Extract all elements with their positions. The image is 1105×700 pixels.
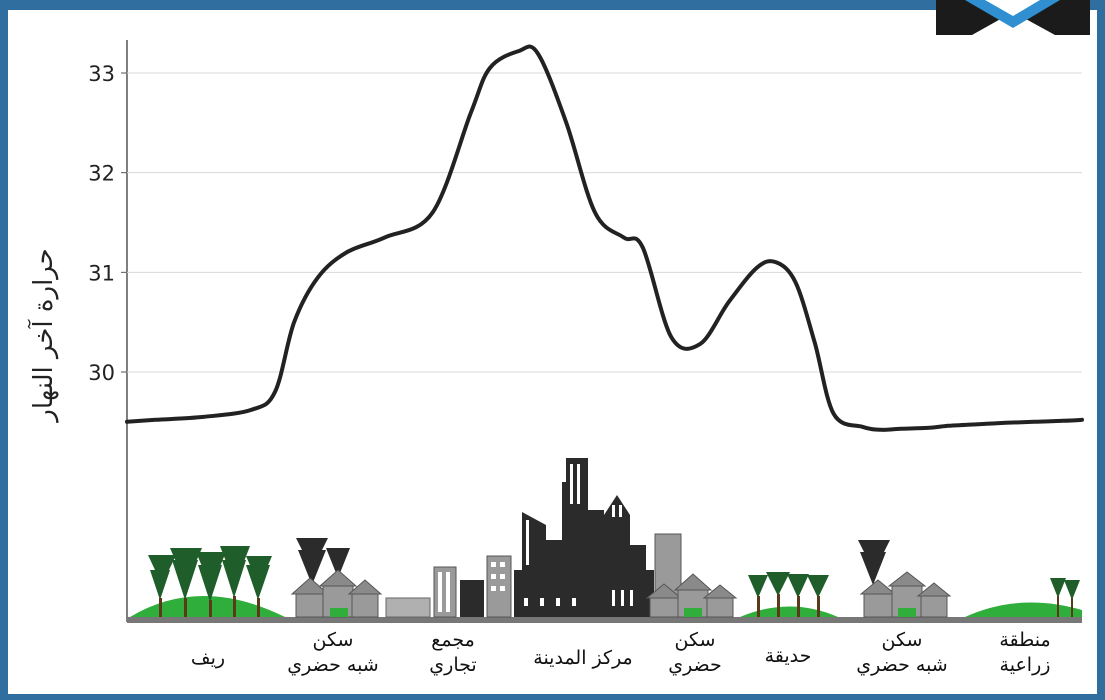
- zone-label-urban-line2: حضري: [668, 654, 722, 676]
- corner-logo: [936, 0, 1090, 35]
- y-tick-label-30: 30: [88, 361, 115, 385]
- landscape-illustration: [127, 458, 1082, 623]
- frame-right: [1097, 0, 1105, 700]
- y-axis-label: حرارة آخر النهار: [27, 248, 59, 423]
- ground-line: [127, 617, 1082, 623]
- zone-label-suburban-right-line2: شبه حضري: [856, 654, 947, 676]
- mall-buildings: [385, 555, 512, 618]
- suburban-houses-right: [858, 540, 952, 618]
- zone-label-downtown: مركز المدينة: [533, 647, 632, 669]
- frame-bottom: [0, 694, 1105, 700]
- park-trees: [740, 572, 838, 617]
- frame-left: [0, 0, 8, 700]
- temperature-curve: [125, 44, 1084, 432]
- zone-labels: ريف سكن شبه حضري مجمع تجاري مركز المدينة…: [191, 629, 1051, 676]
- y-ticks: 30 31 32 33: [88, 62, 127, 385]
- zone-label-suburban-left-line1: سكن: [313, 629, 354, 651]
- farmland: [965, 578, 1082, 617]
- zone-label-mall-line1: مجمع: [431, 629, 475, 651]
- grid-lines: [127, 72, 1082, 373]
- zone-label-farm-line1: منطقة: [999, 629, 1050, 651]
- y-tick-label-33: 33: [88, 62, 115, 86]
- urban-houses: [645, 573, 738, 618]
- zone-label-suburban-left-line2: شبه حضري: [287, 654, 378, 676]
- zone-label-suburban-right-line1: سكن: [882, 629, 923, 651]
- downtown-skyline: [514, 458, 682, 618]
- y-tick-label-31: 31: [88, 261, 115, 285]
- suburban-houses-left: [290, 538, 383, 618]
- zone-label-urban-line1: سكن: [675, 629, 716, 651]
- zone-label-farm-line2: زراعية: [1000, 654, 1051, 676]
- zone-label-rural: ريف: [191, 647, 225, 669]
- frame-top: [0, 0, 1105, 10]
- y-tick-label-32: 32: [88, 162, 115, 186]
- rural-trees: [130, 546, 285, 617]
- zone-label-park: حديقة: [765, 645, 812, 667]
- zone-label-mall-line2: تجاري: [429, 654, 476, 676]
